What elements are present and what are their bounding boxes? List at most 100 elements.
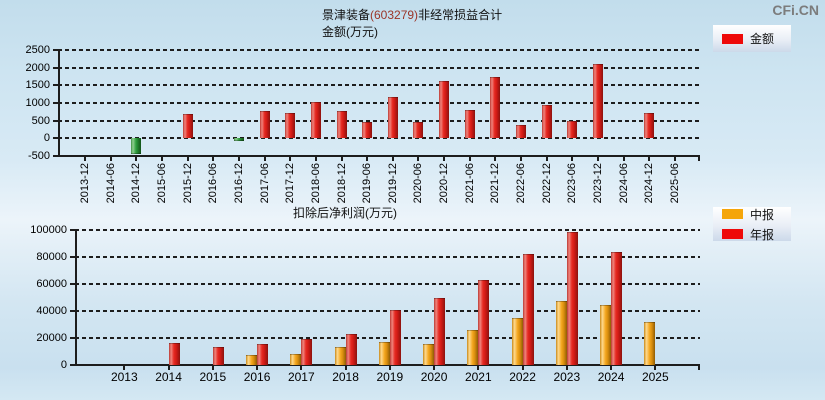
x-tick-label: 2022 — [509, 370, 536, 384]
y-tick — [70, 337, 75, 339]
x-tick — [521, 366, 524, 370]
x-tick-label: 2023 — [553, 370, 581, 384]
y-tick-label: 500 — [31, 114, 50, 127]
amount-legend-swatch — [722, 33, 743, 44]
gridline — [58, 66, 700, 69]
annual-bar-2015 — [212, 346, 224, 365]
y-axis-line — [58, 50, 60, 157]
interim-bar-2020 — [423, 343, 435, 365]
x-tick — [300, 366, 303, 370]
amount-bar-2017-12 — [285, 113, 296, 139]
amount-bar-2014-12 — [131, 138, 142, 154]
x-tick — [237, 157, 240, 161]
annual-bar-2016 — [257, 344, 269, 365]
annual-bar-2023 — [566, 231, 578, 365]
stock-code: (603279) — [370, 8, 419, 22]
x-tick — [648, 157, 651, 161]
annual-bar-2019 — [389, 310, 401, 365]
gridline — [58, 49, 700, 51]
annual-bar-2018 — [345, 333, 357, 365]
amount-bar-2024-12 — [644, 112, 655, 139]
gridline — [75, 310, 700, 312]
gridline — [58, 119, 700, 122]
x-tick — [698, 366, 700, 370]
x-tick — [256, 366, 259, 370]
y-tick-label: 100000 — [30, 224, 67, 236]
gridline — [75, 229, 700, 231]
legend-row-annual: 年报 — [722, 226, 791, 243]
interim-bar-2016 — [246, 354, 258, 365]
gridline — [75, 337, 700, 339]
y-tick — [70, 229, 75, 231]
stock-name: 景津装备 — [322, 8, 371, 22]
annual-bar-2014 — [168, 342, 180, 365]
top-chart-legend: 金额 — [713, 25, 791, 52]
y-tick-label: 2000 — [25, 61, 50, 74]
interim-bar-2019 — [378, 342, 390, 365]
top-chart-title: 景津装备(603279)非经常损益合计 — [322, 7, 502, 23]
amount-bar-2020-12 — [439, 81, 450, 139]
interim-bar-2024 — [600, 305, 612, 365]
amount-bar-2023-12 — [593, 64, 603, 139]
x-tick-label: 2024 — [597, 370, 625, 384]
y-tick-label: 0 — [43, 132, 50, 145]
bottom-chart-title: 扣除后净利润(万元) — [293, 206, 397, 220]
amount-bar-2020-06 — [413, 122, 424, 139]
y-tick-label: 1000 — [25, 97, 50, 109]
y-tick — [53, 155, 58, 157]
x-tick — [597, 157, 599, 161]
x-tick — [135, 157, 138, 161]
annual-bar-2024 — [611, 251, 623, 365]
y-tick-label: 60000 — [36, 278, 67, 290]
x-tick — [211, 366, 214, 370]
x-tick — [123, 366, 126, 370]
interim-bar-2017 — [290, 353, 302, 365]
y-tick — [70, 310, 75, 312]
x-tick-label: 2017 — [287, 370, 315, 384]
amount-bar-2016-12 — [233, 138, 244, 141]
x-tick — [417, 157, 420, 161]
y-tick-label: -500 — [27, 150, 50, 162]
y-tick — [70, 364, 75, 366]
y-tick-label: 80000 — [36, 251, 67, 263]
x-tick-label: 2016 — [243, 370, 271, 384]
y-tick — [53, 102, 58, 104]
amount-bar-2023-06 — [567, 120, 578, 139]
amount-bar-2021-12 — [490, 76, 501, 139]
annual-legend-swatch — [722, 229, 743, 239]
y-tick — [70, 283, 75, 285]
x-tick — [160, 157, 163, 161]
x-tick-label: 2018 — [332, 370, 359, 384]
annual-bar-2022 — [522, 253, 534, 365]
interim-bar-2021 — [467, 329, 479, 365]
y-axis-line — [75, 230, 77, 366]
amount-bar-2021-06 — [464, 110, 475, 139]
annual-bar-2020 — [434, 298, 446, 365]
x-tick-label: 2020 — [420, 370, 448, 384]
x-tick-label: 2025 — [641, 370, 669, 384]
x-tick — [520, 157, 523, 161]
x-tick — [443, 157, 446, 161]
annual-bar-2017 — [301, 338, 313, 365]
amount-bar-2017-06 — [259, 111, 270, 139]
x-tick — [494, 157, 497, 161]
x-tick — [344, 366, 347, 370]
x-tick — [388, 366, 391, 370]
x-tick-label: 2021 — [464, 370, 492, 384]
x-tick — [84, 157, 86, 161]
interim-bar-2018 — [334, 346, 346, 365]
y-tick — [53, 84, 58, 87]
x-tick — [340, 157, 343, 161]
y-tick-label: 2500 — [25, 44, 50, 56]
gridline — [75, 283, 700, 285]
x-tick — [622, 157, 625, 161]
legend-row-interim: 中报 — [722, 206, 791, 223]
amount-legend-label: 金额 — [750, 32, 775, 46]
x-tick — [571, 157, 574, 161]
x-tick — [314, 157, 317, 161]
amount-bar-2022-06 — [516, 125, 527, 139]
amount-bar-2019-06 — [362, 121, 373, 139]
x-axis-line — [75, 364, 700, 366]
y-tick — [53, 49, 58, 51]
